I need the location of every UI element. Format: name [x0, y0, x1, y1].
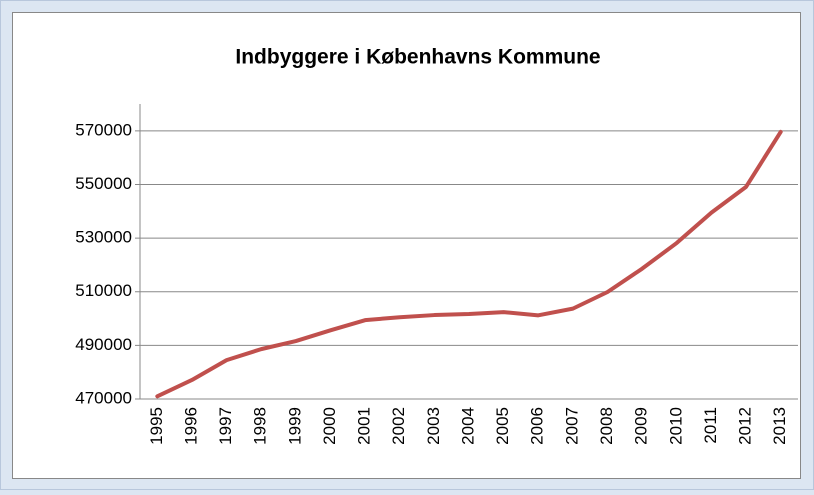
chart-area: [12, 12, 801, 479]
x-tick-label: 2013: [770, 407, 789, 445]
line: [155, 129, 783, 399]
y-tick-label: 490000: [75, 335, 132, 354]
y-tick-label: 510000: [75, 281, 132, 300]
x-tick-label: 2007: [562, 407, 581, 445]
x-tick-label: 1999: [285, 407, 304, 445]
y-tick-label: 470000: [75, 388, 132, 407]
y-tick-label: 550000: [75, 174, 132, 193]
x-tick-label: 2004: [458, 407, 477, 445]
x-tick-label: 2000: [320, 407, 339, 445]
x-tick-label: 2012: [736, 407, 755, 445]
x-tick-label: 1997: [216, 407, 235, 445]
x-tick-label: 2006: [528, 407, 547, 445]
x-tick-label: 2010: [666, 407, 685, 445]
x-tick-label: 2003: [424, 407, 443, 445]
x-tick-label: 2008: [597, 407, 616, 445]
y-tick-label: 570000: [75, 120, 132, 139]
x-tick-label: 1996: [181, 407, 200, 445]
y-tick-label: 530000: [75, 228, 132, 247]
x-tick-label: 2011: [701, 407, 720, 444]
x-tick-label: 2005: [493, 407, 512, 445]
x-tick-label: 1995: [147, 407, 166, 445]
x-tick-label: 2001: [355, 407, 374, 445]
x-tick-label: 2002: [389, 407, 408, 445]
x-tick-label: 1998: [251, 407, 270, 445]
x-tick-label: 2009: [632, 407, 651, 445]
chart-title: Indbyggere i Københavns Kommune: [235, 46, 600, 69]
